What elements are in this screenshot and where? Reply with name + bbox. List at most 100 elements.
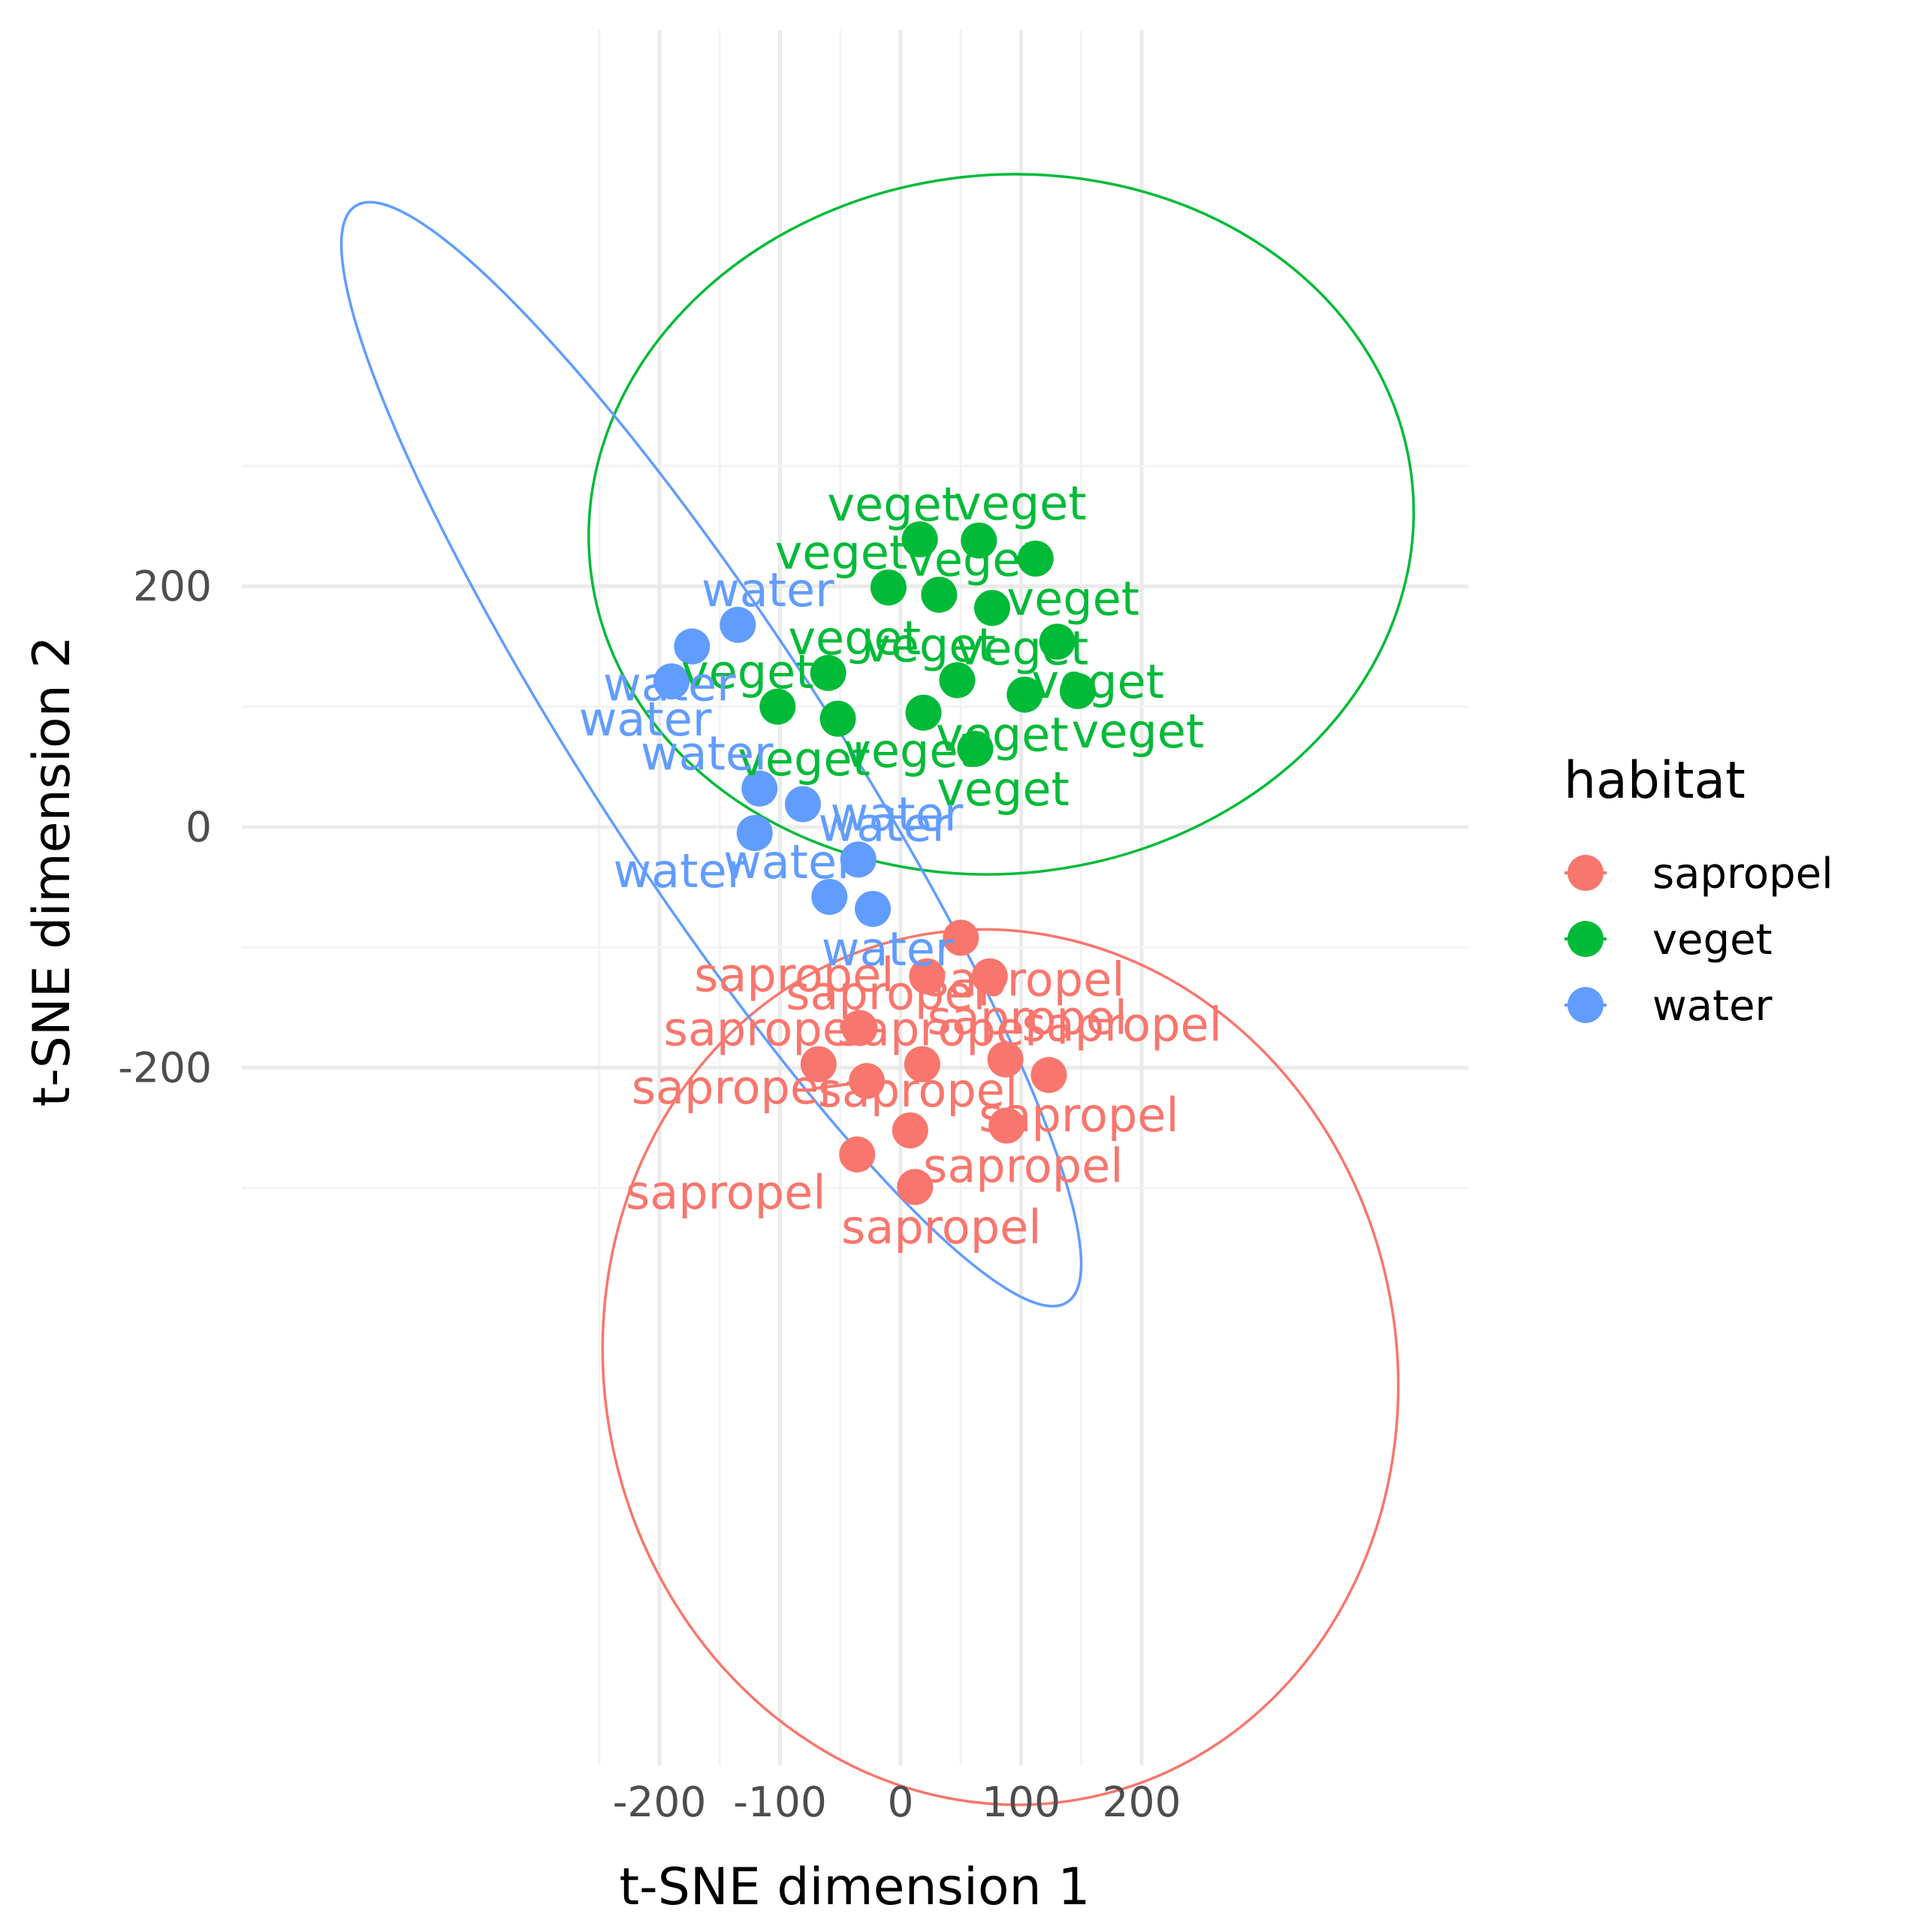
sapropel-point-label: sapropel bbox=[632, 1060, 831, 1115]
sapropel-point-label: sapropel bbox=[818, 1063, 1018, 1118]
veget-point-label: veget bbox=[788, 611, 921, 666]
sapropel-legend-key bbox=[1568, 855, 1604, 891]
sapropel-point-label: sapropel bbox=[925, 952, 1124, 1007]
water-point bbox=[674, 628, 711, 665]
grid-lines bbox=[242, 30, 1468, 1765]
sapropel-point bbox=[849, 1063, 886, 1100]
water-point bbox=[653, 663, 690, 700]
veget-point-label: veget bbox=[681, 645, 814, 699]
water-point bbox=[840, 841, 877, 878]
veget-point bbox=[961, 522, 997, 559]
veget-point bbox=[870, 569, 907, 606]
y-tick-label: 0 bbox=[186, 803, 212, 851]
veget-point-label: veget bbox=[937, 762, 1070, 817]
water-point-label: water bbox=[822, 922, 955, 977]
sapropel-point-label: sapropel bbox=[841, 1200, 1041, 1254]
water-point-label: water bbox=[579, 692, 712, 747]
confidence-ellipses bbox=[339, 173, 1415, 1807]
veget-point bbox=[1017, 540, 1054, 577]
sapropel-point bbox=[841, 1010, 878, 1046]
veget-point bbox=[819, 700, 856, 737]
x-tick-label: 200 bbox=[1103, 1778, 1181, 1826]
water-point bbox=[741, 770, 778, 807]
sapropel-point bbox=[909, 958, 946, 995]
water-point bbox=[784, 786, 821, 823]
veget-point bbox=[957, 730, 994, 767]
sapropel-point bbox=[897, 1169, 934, 1206]
y-axis-title: t-SNE dimension 2 bbox=[23, 636, 82, 1107]
x-tick-label: -100 bbox=[733, 1778, 827, 1826]
veget-point bbox=[1006, 676, 1043, 713]
legend: habitat sapropel veget water bbox=[1564, 751, 1833, 1031]
sapropel-point-label: sapropel bbox=[626, 1165, 825, 1220]
water-point-label: water bbox=[702, 563, 834, 617]
sapropel-point-label: sapropel bbox=[786, 966, 985, 1021]
sapropel-point bbox=[988, 1107, 1025, 1144]
veget-point-label: veget bbox=[1031, 654, 1164, 709]
y-tick-label: -200 bbox=[118, 1044, 212, 1092]
sapropel-point bbox=[971, 958, 1008, 995]
water-legend-label: water bbox=[1652, 982, 1773, 1031]
veget-point bbox=[1039, 623, 1076, 660]
sapropel-point bbox=[892, 1112, 928, 1149]
veget-point bbox=[759, 688, 796, 725]
veget-point-label: veget bbox=[907, 533, 1039, 587]
veget-point-label: veget bbox=[843, 723, 976, 778]
water-legend-key bbox=[1568, 987, 1604, 1023]
water-point-label: water bbox=[818, 797, 951, 852]
water-point-label: water bbox=[641, 726, 774, 781]
x-axis-title: t-SNE dimension 1 bbox=[620, 1858, 1091, 1917]
veget-point bbox=[921, 576, 958, 613]
sapropel-point-label: sapropel bbox=[979, 1088, 1178, 1143]
veget-point-label: veget bbox=[775, 525, 908, 580]
veget-ellipse bbox=[587, 173, 1415, 876]
veget-point bbox=[1059, 672, 1096, 709]
water-point-label: water bbox=[831, 787, 964, 842]
x-tick-label: 100 bbox=[982, 1778, 1061, 1826]
veget-point-label: veget bbox=[936, 708, 1069, 762]
veget-legend-label: veget bbox=[1652, 916, 1773, 964]
legend-title: habitat bbox=[1564, 751, 1746, 811]
water-ellipse bbox=[339, 201, 1083, 1308]
sapropel-label-leader bbox=[813, 1082, 849, 1091]
veget-point bbox=[939, 662, 976, 699]
veget-point bbox=[901, 521, 938, 558]
water-point-label: water bbox=[723, 835, 856, 889]
water-point-label: water bbox=[613, 844, 746, 898]
sapropel-ellipse bbox=[601, 928, 1400, 1807]
y-tick-label: 200 bbox=[133, 563, 212, 611]
sapropel-point bbox=[943, 919, 979, 956]
water-point bbox=[736, 815, 773, 852]
sapropel-point-label: sapropel bbox=[664, 1002, 864, 1057]
veget-point-label: veget bbox=[863, 617, 996, 672]
veget-point-label: veget bbox=[1006, 572, 1139, 626]
sapropel-legend-label: sapropel bbox=[1652, 850, 1833, 898]
data-points bbox=[653, 521, 1096, 1206]
water-point-label: water bbox=[603, 657, 736, 712]
water-point bbox=[720, 606, 756, 643]
sapropel-point-label: sapropel bbox=[694, 948, 894, 1003]
sapropel-point bbox=[800, 1046, 837, 1082]
axis-tick-labels: -200 -100 0 100 200 -200 0 200 bbox=[118, 563, 1181, 1827]
sapropel-point bbox=[904, 1046, 940, 1082]
veget-point bbox=[973, 590, 1010, 626]
sapropel-point bbox=[987, 1041, 1024, 1078]
sapropel-point-label: sapropel bbox=[1021, 997, 1221, 1052]
sapropel-point-label: sapropel bbox=[928, 991, 1127, 1046]
sapropel-point-label: sapropel bbox=[923, 1138, 1123, 1193]
sapropel-point-label: sapropel bbox=[837, 1002, 1037, 1057]
x-tick-label: 0 bbox=[888, 1778, 914, 1826]
point-labels: sapropelsapropelsapropelsapropelsapropel… bbox=[579, 476, 1222, 1255]
sapropel-point bbox=[1030, 1057, 1067, 1094]
veget-point-label: veget bbox=[827, 477, 960, 532]
veget-point bbox=[905, 694, 942, 731]
x-tick-label: -200 bbox=[613, 1778, 707, 1826]
sapropel-point bbox=[839, 1136, 876, 1173]
veget-legend-key bbox=[1568, 921, 1604, 957]
water-point bbox=[811, 878, 848, 915]
veget-point-label: veget bbox=[954, 476, 1087, 531]
veget-point-label: veget bbox=[1072, 704, 1205, 759]
veget-point bbox=[810, 654, 846, 691]
